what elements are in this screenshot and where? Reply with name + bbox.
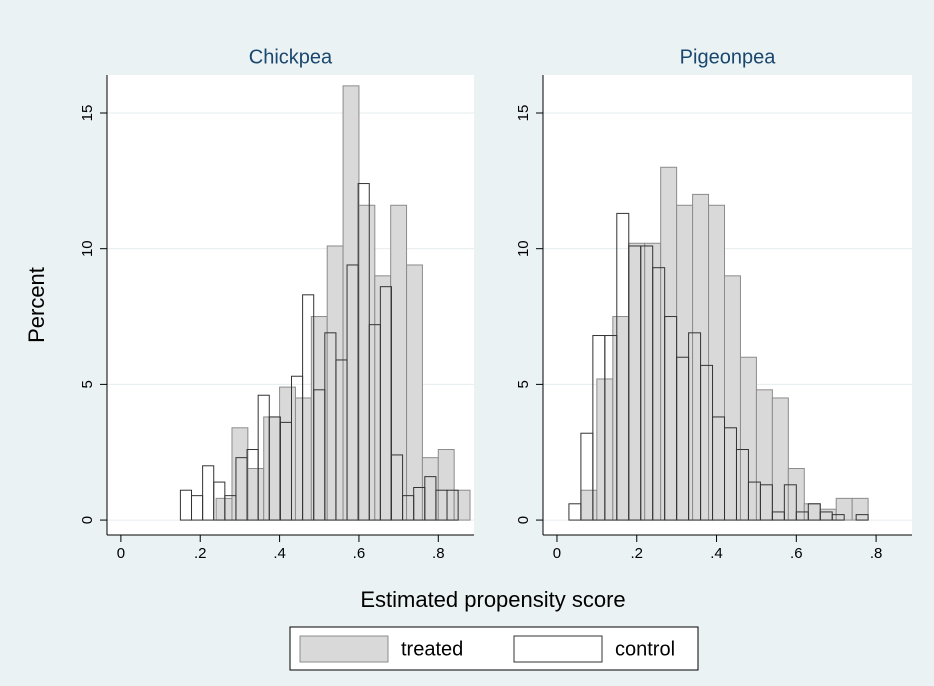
histogram-bar <box>302 294 315 521</box>
histogram-bar <box>324 332 337 521</box>
legend-swatch <box>299 635 389 663</box>
histogram-bar <box>191 495 204 521</box>
histogram-bar <box>357 183 370 521</box>
histogram-bar <box>235 457 248 521</box>
y-tick-label: 10 <box>79 240 96 257</box>
histogram-bar <box>346 264 359 521</box>
histogram-bar <box>640 245 654 521</box>
histogram-bar <box>413 487 426 521</box>
x-tick-label: .2 <box>630 545 643 562</box>
panel-title: Chickpea <box>249 46 333 68</box>
histogram-bar <box>735 449 749 521</box>
histogram-bar <box>390 454 404 521</box>
histogram-bar <box>379 286 392 521</box>
histogram-bar <box>664 316 678 521</box>
histogram-bar <box>179 489 193 521</box>
x-tick-label: .8 <box>870 545 883 562</box>
histogram-bar <box>406 264 423 521</box>
histogram-bar <box>676 356 690 521</box>
histogram-bar <box>604 335 618 521</box>
x-tick-label: .6 <box>790 545 803 562</box>
x-tick-label: .8 <box>432 545 445 562</box>
histogram-bar <box>446 489 459 521</box>
histogram-bar <box>795 511 809 521</box>
histogram-bar <box>224 495 237 521</box>
y-tick-label: 0 <box>79 516 96 524</box>
histogram-bar <box>268 416 281 521</box>
histogram-bar <box>616 212 630 521</box>
histogram-bar <box>213 481 226 521</box>
x-tick-label: .2 <box>194 545 207 562</box>
histogram-bar <box>759 484 773 521</box>
histogram-bar <box>724 427 737 521</box>
histogram-bar <box>568 503 582 521</box>
y-tick-label: 15 <box>515 105 532 122</box>
x-axis-title: Estimated propensity score <box>360 587 625 612</box>
histogram-bar <box>628 245 642 521</box>
histogram-bar <box>580 432 594 521</box>
y-tick-label: 5 <box>515 380 532 388</box>
histogram-bar <box>402 495 415 521</box>
histogram-bar <box>368 324 381 521</box>
histogram-bar <box>819 511 833 521</box>
x-tick-label: .4 <box>710 545 723 562</box>
histogram-bar <box>290 375 304 521</box>
histogram-bar <box>712 416 726 521</box>
histogram-bar <box>202 465 215 521</box>
histogram-bar <box>335 359 348 521</box>
histogram-bar <box>771 511 785 521</box>
x-tick-label: 0 <box>117 545 125 562</box>
histogram-bar <box>313 389 326 521</box>
histogram-bar <box>279 421 292 521</box>
panel-title: Pigeonpea <box>680 46 777 68</box>
histogram-bar <box>807 503 821 521</box>
legend-label: control <box>615 638 675 660</box>
y-tick-label: 5 <box>79 380 96 388</box>
x-tick-label: .4 <box>273 545 286 562</box>
histogram-bar <box>435 489 448 521</box>
y-tick-label: 10 <box>515 240 532 257</box>
y-axis-title: Percent <box>24 267 49 343</box>
histogram-bar <box>257 394 270 521</box>
histogram-bar <box>783 484 797 521</box>
histogram-bar <box>592 335 606 521</box>
y-tick-label: 15 <box>79 105 96 122</box>
x-tick-label: 0 <box>553 545 561 562</box>
histogram-bar <box>700 364 714 521</box>
histogram-bar <box>831 514 845 521</box>
histogram-bar <box>688 332 702 521</box>
legend-label: treated <box>401 638 463 660</box>
x-tick-label: .6 <box>353 545 366 562</box>
legend-swatch <box>513 635 603 663</box>
histogram-bar <box>424 476 437 521</box>
histogram-bar <box>246 449 259 521</box>
histogram-bar <box>747 481 761 521</box>
histogram-bar <box>652 267 666 521</box>
histogram-bar <box>855 514 869 521</box>
y-tick-label: 0 <box>515 516 532 524</box>
